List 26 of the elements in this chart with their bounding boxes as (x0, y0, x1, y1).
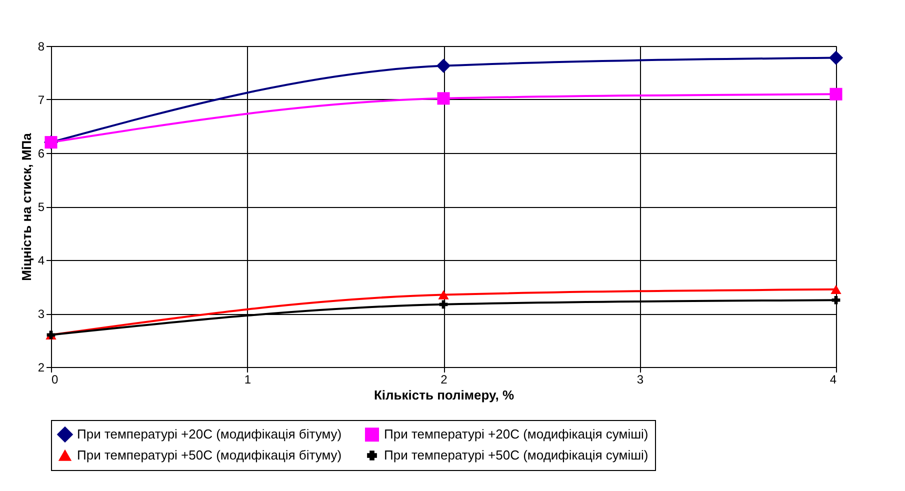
y-tick-label: 8 (38, 40, 45, 54)
point (830, 88, 842, 100)
x-tick-label: 0 (52, 372, 58, 386)
y-tick-label: 4 (38, 254, 45, 268)
legend-label: При температурі +20С (модифікація суміші) (384, 426, 648, 442)
y-tick-label: 7 (38, 93, 45, 107)
y-tick-label: 5 (38, 200, 45, 214)
point (437, 92, 450, 105)
point (828, 50, 844, 65)
y-tick-label: 6 (38, 146, 45, 160)
point (832, 296, 840, 304)
x-axis-title: Кількість полімеру, % (374, 388, 514, 402)
x-tick-label: 4 (830, 372, 837, 386)
point (436, 58, 451, 73)
point (830, 284, 842, 294)
legend-label: При температурі +50С (модифікація бітуму) (77, 448, 342, 462)
point (439, 300, 448, 309)
point (438, 290, 449, 300)
x-tick-label: 2 (440, 372, 448, 386)
x-tick-label: 1 (244, 372, 252, 386)
y-tick-label: 3 (38, 307, 45, 321)
y-tick-label: 2 (38, 360, 45, 374)
y-axis-title: Міцність на стиск, МПа (18, 132, 34, 281)
x-tick-label: 3 (636, 372, 644, 386)
legend-label: При температурі +50С (модифікація суміші) (384, 448, 648, 462)
legend-label: При температурі +20С (модифікація бітуму) (77, 426, 342, 442)
